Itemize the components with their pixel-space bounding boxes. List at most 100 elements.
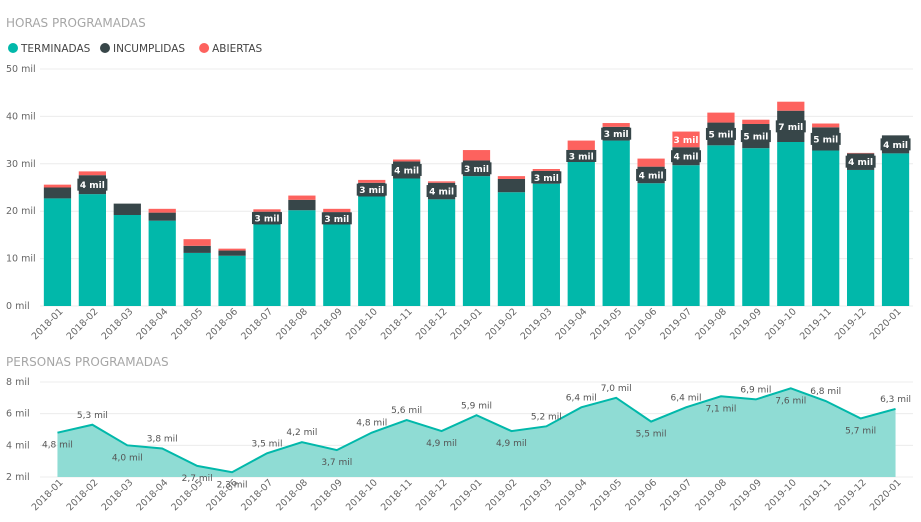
bar-abiertas [462, 150, 491, 161]
y-tick-label: 40 mil [6, 111, 36, 122]
x-tick-label: 2019-08 [693, 477, 729, 513]
personas-chart-title: PERSONAS PROGRAMADAS [6, 355, 169, 369]
x-tick-label: 2019-12 [833, 306, 869, 342]
bar-data-label: 3 mil [359, 186, 384, 196]
x-tick-label: 2019-10 [763, 306, 799, 342]
bar-abiertas [812, 123, 840, 128]
x-tick-label: 2019-04 [554, 477, 590, 513]
bar-incumplidas [43, 187, 72, 199]
x-tick-label: 2019-05 [588, 306, 624, 342]
x-tick-label: 2018-01 [30, 477, 66, 513]
area-data-label: 6,8 mil [810, 387, 841, 397]
horas-x-axis: 2018-01 2018-02 2018-03 2018-04 2018-05 2018-… [30, 306, 904, 342]
y-tick-label: 10 mil [6, 254, 36, 265]
x-tick-label: 2018-02 [65, 306, 101, 342]
y-tick-label: 6 mil [6, 409, 30, 420]
area-data-label: 5,6 mil [391, 406, 422, 416]
bar-terminadas [78, 194, 106, 306]
bar-terminadas [253, 224, 281, 306]
bar-abiertas [393, 159, 421, 162]
bar-terminadas [497, 192, 526, 306]
bar-data-label-bg [251, 212, 282, 225]
bar-data-label: 3 mil [569, 152, 594, 162]
bar-abiertas [672, 131, 700, 148]
bar-data-label: 4 mil [639, 171, 664, 181]
area-data-label: 6,4 mil [671, 393, 702, 403]
bar-terminadas [567, 161, 595, 306]
bar-incumplidas [218, 250, 246, 256]
bar-abiertas [602, 123, 630, 127]
bar-abiertas [218, 248, 246, 251]
area-data-label: 3,7 mil [321, 458, 352, 468]
bar-data-label-bg [77, 178, 108, 191]
x-tick-label: 2018-11 [379, 306, 415, 342]
x-tick-label: 2019-07 [658, 477, 694, 513]
x-tick-label: 2019-11 [798, 477, 834, 513]
x-tick-label: 2019-10 [763, 477, 799, 513]
bar-terminadas [113, 214, 141, 306]
legend-label-abiertas: ABIERTAS [212, 43, 262, 55]
personas-x-axis: 2018-01 2018-02 2018-03 2018-04 2018-05 2018-… [30, 477, 904, 513]
bar-terminadas [707, 145, 735, 306]
bar-data-label-bg [880, 138, 911, 151]
bar-terminadas [218, 255, 246, 306]
area-data-label: 4,0 mil [112, 453, 143, 463]
bar-abiertas [707, 112, 735, 123]
y-tick-label: 0 mil [6, 301, 30, 312]
bar-data-label-bg [356, 183, 387, 196]
bar-terminadas [148, 220, 176, 306]
bar-abiertas [742, 119, 770, 124]
bar-terminadas [323, 224, 351, 306]
bar-data-label: 3 mil [324, 215, 349, 225]
legend-marker-terminadas [8, 43, 18, 53]
horas-bars: 4 mil 3 mil 3 mil 3 mil 4 mil 4 mil 3 mil 3 mil… [43, 101, 911, 306]
x-tick-label: 2018-11 [379, 477, 415, 513]
bar-abiertas [427, 181, 456, 183]
x-tick-label: 2019-07 [658, 306, 694, 342]
legend-label-incumplidas: INCUMPLIDAS [113, 43, 185, 55]
bar-terminadas [358, 196, 386, 306]
bar-data-label-bg [845, 155, 876, 168]
bar-abiertas-label: 3 mil [674, 136, 699, 146]
area-fill [57, 388, 896, 477]
bar-data-label: 3 mil [604, 130, 629, 140]
bar-terminadas [532, 183, 560, 306]
y-tick-label: 4 mil [6, 440, 30, 451]
area-data-label: 3,5 mil [252, 439, 283, 449]
area-data-label: 6,3 mil [880, 395, 911, 405]
bar-data-label-bg [810, 132, 841, 145]
x-tick-label: 2019-12 [833, 477, 869, 513]
y-tick-label: 2 mil [6, 472, 30, 483]
x-tick-label: 2019-01 [449, 306, 485, 342]
y-tick-label: 8 mil [6, 377, 30, 388]
bar-data-label-bg [321, 212, 352, 225]
bar-data-label-bg [775, 120, 806, 133]
bar-data-label: 5 mil [743, 133, 768, 143]
bar-data-label-bg [705, 127, 736, 140]
area-data-label: 4,9 mil [426, 439, 457, 449]
x-tick-label: 2019-06 [623, 306, 659, 342]
bar-terminadas [881, 153, 910, 306]
area-data-label: 7,1 mil [705, 404, 736, 414]
bar-terminadas [812, 150, 840, 306]
bar-abiertas [567, 140, 595, 151]
bar-terminadas [462, 176, 491, 306]
bar-data-label: 5 mil [813, 135, 838, 145]
bar-data-label-bg [740, 130, 771, 143]
horas-legend: TERMINADAS INCUMPLIDAS ABIERTAS [8, 43, 263, 55]
x-tick-label: 2018-12 [414, 477, 450, 513]
bar-data-label-bg [671, 150, 702, 163]
x-tick-label: 2018-05 [169, 306, 205, 342]
x-tick-label: 2019-02 [484, 306, 520, 342]
bar-data-label-bg [391, 163, 422, 176]
bar-data-label-bg [601, 127, 632, 140]
x-tick-label: 2019-04 [554, 306, 590, 342]
x-tick-label: 2020-01 [868, 477, 904, 513]
x-tick-label: 2018-03 [100, 477, 136, 513]
bar-data-label: 5 mil [708, 130, 733, 140]
bar-data-label: 4 mil [429, 188, 454, 198]
x-tick-label: 2020-01 [868, 306, 904, 342]
bar-data-label: 4 mil [394, 166, 419, 176]
bar-abiertas [183, 239, 211, 246]
legend-marker-abiertas [199, 43, 210, 53]
